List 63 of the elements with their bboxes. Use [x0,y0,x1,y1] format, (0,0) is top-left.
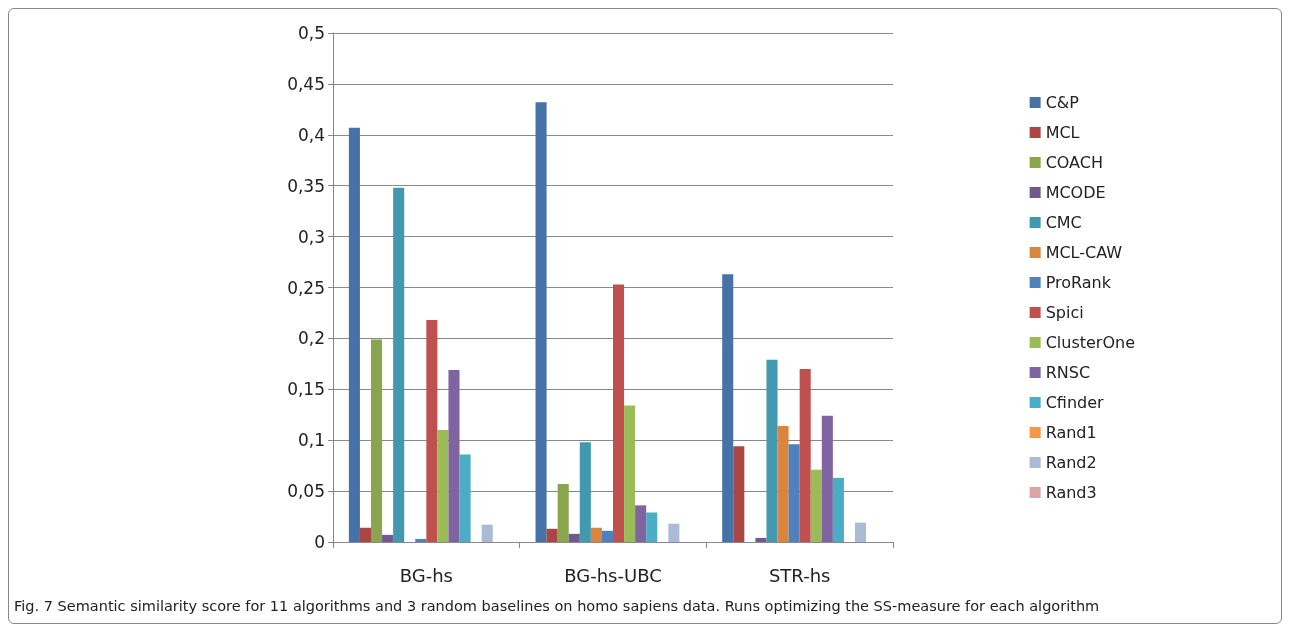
bar [437,430,449,542]
bar [359,527,371,542]
bar [393,187,405,542]
y-tick-label: 0,35 [287,175,325,196]
bar [777,425,789,542]
bar [855,522,867,542]
legend-label: COACH [1045,153,1103,172]
bar [481,524,493,542]
bar [568,533,580,542]
y-tick-label: 0,4 [297,124,325,145]
bar [448,369,460,542]
bar [810,469,822,542]
bar [733,446,745,542]
x-tick-label: STR-hs [768,564,831,586]
bar [415,538,427,542]
bar [557,483,569,542]
legend-label: Rand2 [1045,453,1097,472]
y-tick-label: 0,1 [297,430,325,451]
x-tick-label: BG-hs [399,564,453,586]
bar [799,368,811,542]
bar [613,284,625,542]
y-tick-label: 0,25 [287,277,325,298]
y-tick-label: 0,5 [297,23,325,43]
y-tick-label: 0,15 [287,379,325,400]
bar [348,127,360,542]
bar [788,444,800,542]
legend-label: Rand1 [1045,423,1097,442]
bar [635,505,647,542]
legend-label: ProRank [1045,273,1112,292]
legend-label: MCL-CAW [1045,243,1123,262]
y-tick-label: 0,05 [287,481,325,502]
bar [722,274,734,542]
bar [590,527,602,542]
y-tick-label: 0,3 [297,226,325,247]
legend-label: MCODE [1045,183,1106,202]
legend-label: C&P [1045,93,1080,112]
bar [821,415,833,542]
legend-label: MCL [1045,123,1080,142]
legend-label: Rand3 [1045,483,1097,502]
legend-label: Spici [1045,303,1084,322]
caption: Fig. 7 Semantic similarity score for 11 algorithms and 3 random baselines on homo sapiens data. Runs optimizing the SS-measure for each algorithm [14,598,1100,614]
legend-label: ClusterOne [1045,333,1136,352]
legend-label: RNSC [1045,363,1091,382]
legend-label: Cfinder [1045,393,1105,412]
bar [668,523,680,542]
y-tick-label: 0,45 [287,73,325,94]
bar [624,405,636,542]
x-tick-label: BG-hs-UBC [564,564,662,586]
y-tick-label: 0,2 [297,328,325,349]
legend-label: CMC [1045,213,1082,232]
bar [546,528,558,542]
bar [382,534,394,542]
bar [535,102,547,542]
bar [832,477,844,542]
bar [579,442,591,542]
bar [755,537,767,542]
bar [601,530,613,542]
bar [766,359,778,542]
y-tick-label: 0 [314,532,325,552]
bar [459,454,471,542]
bar [646,512,658,542]
bar [426,320,438,542]
bar [371,339,383,542]
